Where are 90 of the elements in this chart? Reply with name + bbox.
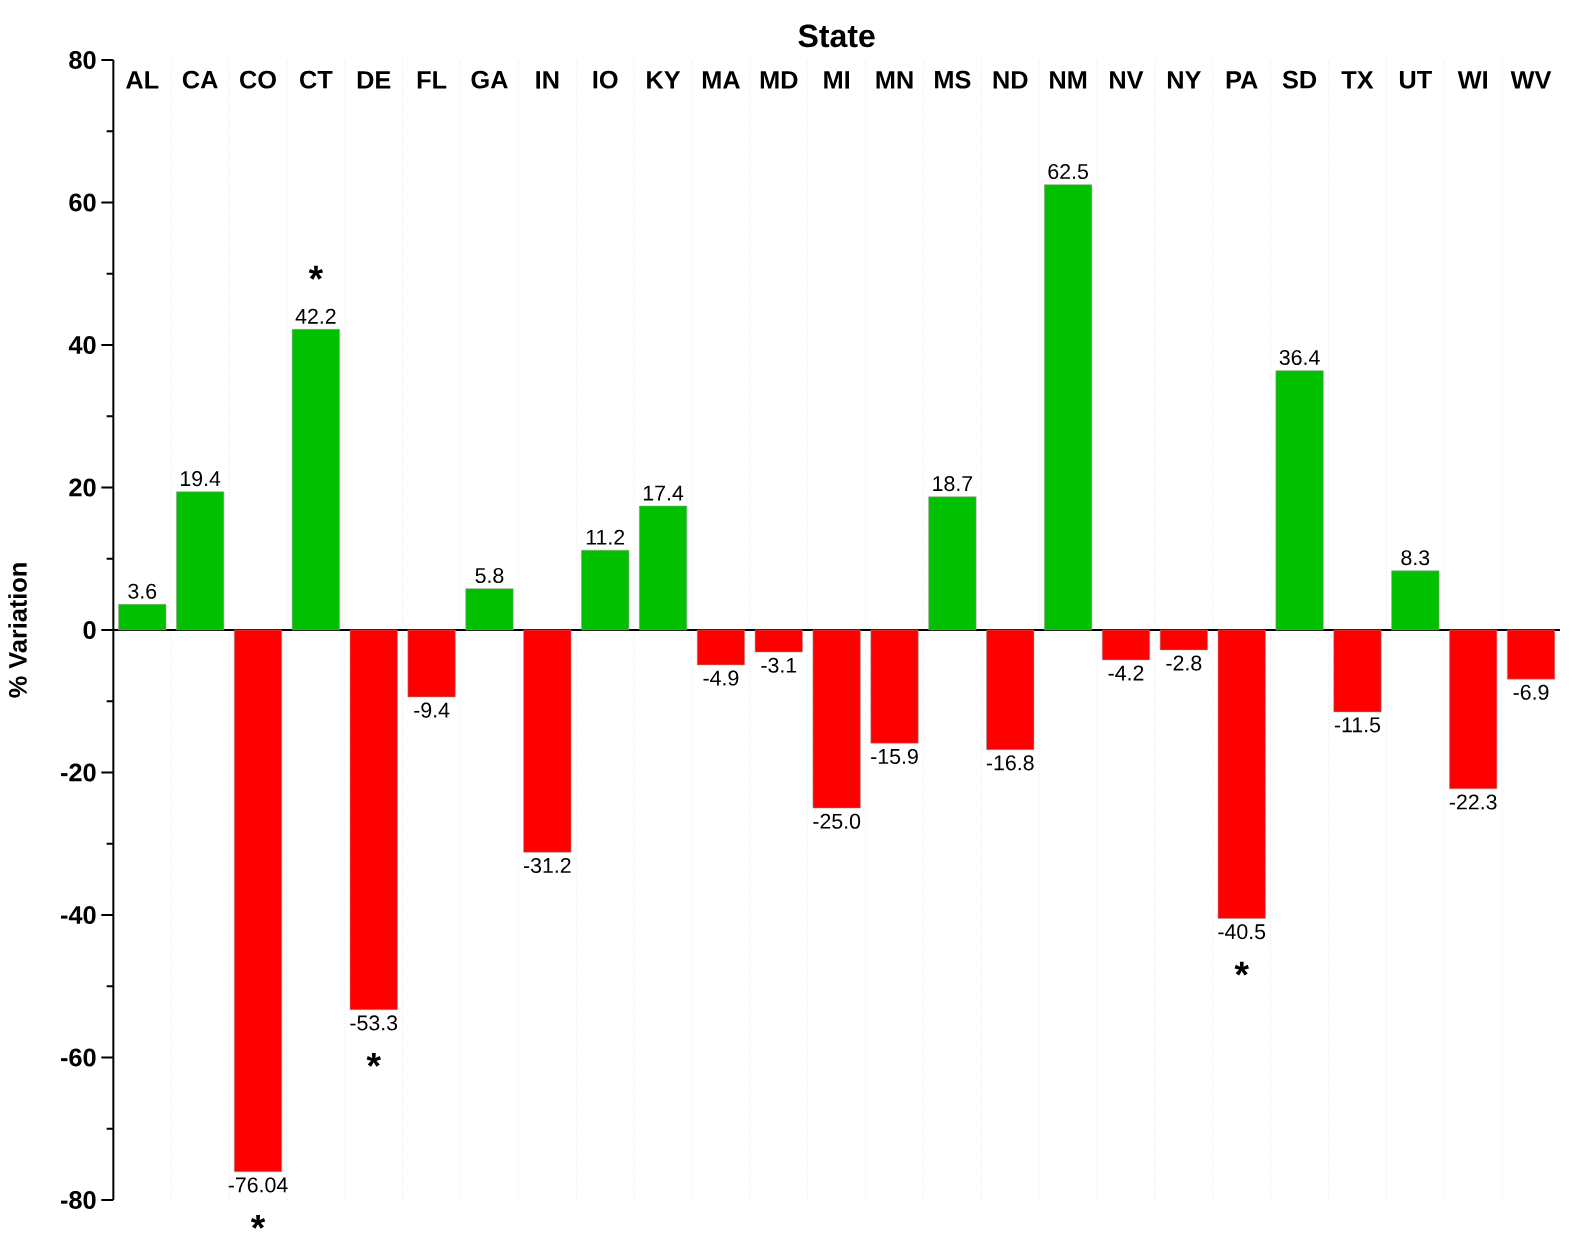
bar bbox=[1275, 370, 1324, 631]
data-label: -25.0 bbox=[813, 813, 861, 829]
x-tick-label: WI bbox=[1457, 71, 1487, 89]
x-tick-label: WV bbox=[1510, 71, 1552, 89]
y-tick-label: 40 bbox=[68, 336, 96, 354]
bar bbox=[234, 629, 282, 1173]
data-label: -3.1 bbox=[761, 657, 797, 673]
x-tick-label: CO bbox=[240, 70, 276, 89]
x-tick-label: PA bbox=[1226, 71, 1258, 89]
data-label: 17.4 bbox=[643, 485, 684, 501]
x-tick-label: CA bbox=[182, 70, 218, 89]
x-tick-label: MA bbox=[702, 71, 740, 89]
bar bbox=[696, 629, 745, 666]
x-tick-label: MS bbox=[935, 70, 971, 89]
data-label: -15.9 bbox=[871, 748, 918, 764]
y-tick-label: -60 bbox=[61, 1048, 96, 1067]
y-tick-label: 0 bbox=[83, 621, 96, 639]
data-label: 5.8 bbox=[475, 567, 504, 584]
data-label: -9.4 bbox=[414, 702, 450, 718]
data-label: -16.8 bbox=[986, 755, 1034, 771]
bar bbox=[1333, 629, 1382, 713]
annotation: * bbox=[366, 1052, 381, 1067]
bar bbox=[349, 629, 398, 1011]
y-tick-label: -40 bbox=[61, 906, 96, 924]
data-label: 18.7 bbox=[933, 476, 973, 492]
data-label: 42.2 bbox=[295, 308, 336, 324]
x-tick-label: NM bbox=[1050, 71, 1087, 89]
x-tick-label: CT bbox=[300, 70, 333, 89]
bar bbox=[407, 629, 456, 698]
bar bbox=[812, 629, 861, 809]
x-tick-label: MD bbox=[760, 71, 798, 89]
x-tick-label: MN bbox=[876, 71, 913, 89]
bar bbox=[1044, 184, 1093, 631]
x-tick-label: FL bbox=[417, 71, 447, 89]
data-label: 19.4 bbox=[181, 471, 221, 487]
data-label: -31.2 bbox=[523, 857, 571, 873]
y-tick-label: 20 bbox=[69, 478, 96, 497]
x-tick-label: ND bbox=[993, 71, 1028, 89]
x-tick-label: DE bbox=[357, 71, 391, 89]
x-tick-label: MI bbox=[824, 71, 850, 89]
bar bbox=[1217, 629, 1266, 919]
y-tick-label: 80 bbox=[69, 51, 96, 69]
x-tick-label: IN bbox=[536, 71, 559, 89]
data-label: 62.5 bbox=[1048, 163, 1088, 180]
bar bbox=[754, 629, 803, 653]
x-tick-label: UT bbox=[1399, 70, 1432, 89]
x-tick-label: TX bbox=[1341, 71, 1374, 89]
x-tick-label: AL bbox=[126, 71, 159, 89]
y-tick-label: -20 bbox=[61, 763, 96, 782]
annotation: * bbox=[308, 265, 324, 280]
y-tick-label: 60 bbox=[69, 193, 96, 212]
data-label: -76.04 bbox=[228, 1177, 288, 1193]
bar bbox=[870, 629, 919, 744]
data-label: -4.9 bbox=[703, 670, 739, 686]
bar bbox=[1391, 570, 1440, 631]
bar bbox=[1507, 629, 1556, 680]
bar bbox=[1101, 629, 1150, 661]
x-tick-label: KY bbox=[647, 71, 681, 89]
bar bbox=[291, 329, 340, 631]
data-label: 3.6 bbox=[128, 583, 157, 599]
x-tick-label: NV bbox=[1110, 71, 1144, 89]
bar bbox=[118, 604, 167, 631]
x-tick-label: GA bbox=[471, 70, 508, 89]
data-label: -11.5 bbox=[1334, 717, 1381, 733]
y-axis-title: % Variation bbox=[8, 563, 27, 698]
bar bbox=[986, 629, 1035, 750]
bar bbox=[639, 505, 688, 631]
x-tick-label: IO bbox=[593, 70, 618, 89]
x-tick-label: SD bbox=[1282, 70, 1317, 89]
bar bbox=[1449, 629, 1498, 790]
data-label: 36.4 bbox=[1279, 349, 1320, 366]
bar bbox=[1159, 629, 1208, 651]
annotation: * bbox=[250, 1214, 266, 1229]
annotation: * bbox=[1234, 961, 1249, 976]
bar bbox=[465, 588, 514, 631]
data-label: -4.2 bbox=[1108, 665, 1144, 681]
data-label: -40.5 bbox=[1218, 924, 1266, 940]
bar bbox=[176, 491, 225, 631]
data-label: -53.3 bbox=[350, 1015, 398, 1031]
y-tick-label: -80 bbox=[61, 1191, 96, 1209]
bar bbox=[581, 549, 630, 631]
x-tick-label: NY bbox=[1167, 71, 1202, 89]
data-label: -2.8 bbox=[1166, 655, 1202, 671]
data-label: 8.3 bbox=[1401, 550, 1430, 566]
bar bbox=[928, 496, 977, 631]
bar bbox=[523, 629, 572, 853]
data-label: -6.9 bbox=[1513, 684, 1549, 700]
data-label: -22.3 bbox=[1449, 794, 1497, 810]
data-label: 11.2 bbox=[586, 529, 625, 545]
x-axis-title: State bbox=[798, 24, 875, 48]
